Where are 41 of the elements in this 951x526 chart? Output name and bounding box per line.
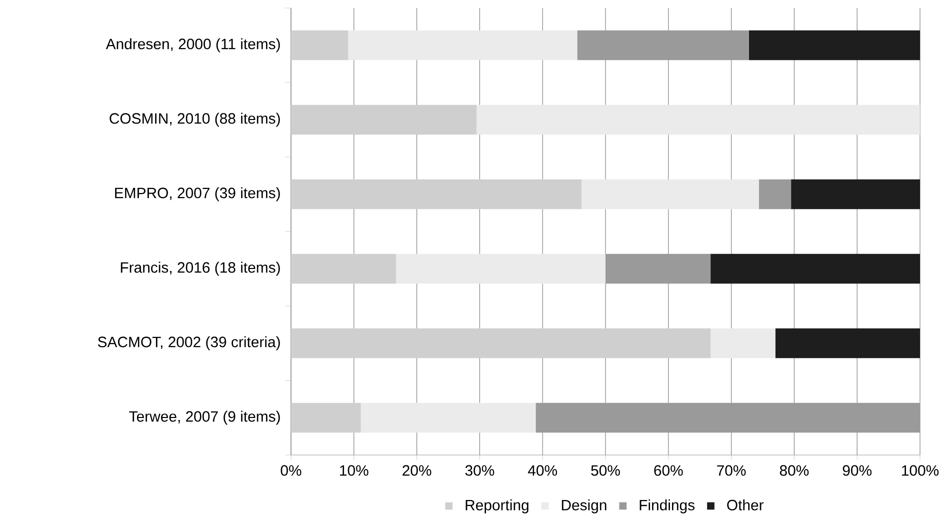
y-tick-label: Andresen, 2000 (11 items) — [106, 38, 280, 52]
bar — [291, 30, 348, 60]
bar — [291, 179, 582, 210]
y-tick-label: SACMOT, 2002 (39 criteria) — [98, 336, 280, 350]
legend-label: Reporting — [466, 499, 528, 514]
y-tick-label: EMPRO, 2007 (39 items) — [115, 187, 280, 202]
y-tick-label: Terwee, 2007 (9 items) — [129, 410, 280, 425]
bar — [536, 402, 920, 433]
bar — [748, 30, 920, 60]
bar — [396, 254, 606, 284]
bar — [577, 30, 749, 60]
bar — [476, 104, 920, 135]
bar — [710, 328, 776, 358]
x-tick-label: 60% — [654, 465, 683, 476]
legend-label: Findings — [640, 499, 695, 514]
bar — [710, 254, 920, 284]
bar — [775, 328, 920, 358]
bar — [360, 402, 536, 433]
bar — [758, 179, 792, 210]
x-tick-label: 30% — [465, 465, 494, 476]
bar — [348, 30, 578, 60]
bar — [291, 104, 477, 135]
x-tick-label: 10% — [340, 465, 368, 476]
x-tick-label: 0% — [280, 465, 302, 476]
x-tick-label: 50% — [591, 465, 620, 476]
x-tick-label: 20% — [402, 465, 432, 476]
legend-label: Design — [562, 499, 606, 514]
x-tick-label: 90% — [842, 465, 872, 476]
x-tick-label: 80% — [780, 465, 809, 476]
y-tick-label: Francis, 2016 (18 items) — [120, 262, 280, 276]
bar — [606, 254, 711, 284]
bar — [291, 402, 361, 433]
x-tick-label: 70% — [717, 465, 746, 476]
x-tick-label: 40% — [528, 465, 558, 476]
bar — [291, 328, 711, 358]
y-tick-label: COSMIN, 2010 (88 items) — [110, 112, 280, 127]
x-tick-label: 100% — [902, 465, 939, 476]
bar — [791, 179, 920, 210]
legend-label: Other — [727, 499, 764, 510]
bar — [291, 254, 396, 284]
bar — [582, 179, 759, 210]
